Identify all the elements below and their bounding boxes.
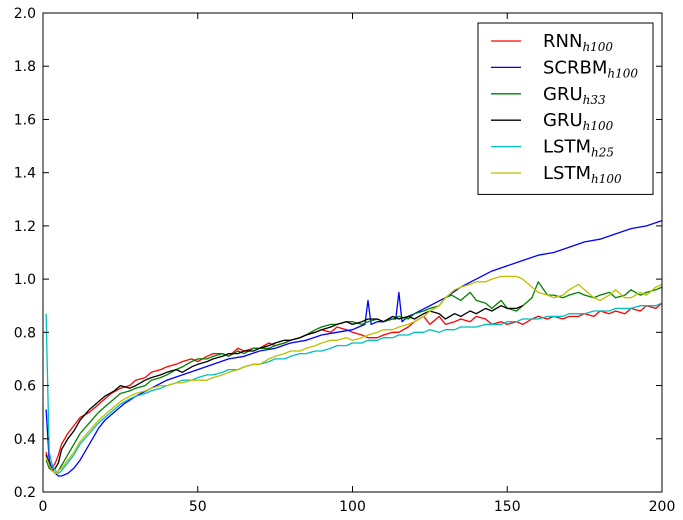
- series-line-lstm-h25: [45, 302, 663, 475]
- y-tick-label: 0.6: [14, 379, 36, 395]
- legend-series-subscript: h100: [591, 172, 622, 186]
- y-tick-label: 0.8: [14, 325, 36, 341]
- series-line-scrbm-h100: [45, 219, 663, 477]
- x-tick-label: 0: [39, 499, 48, 515]
- legend-label: LSTMh25: [543, 137, 614, 160]
- x-tick-label: 100: [339, 499, 366, 515]
- legend-series-name: SCRBM: [543, 57, 607, 78]
- legend-label: RNNh100: [543, 31, 613, 54]
- series-line-gru-h33: [45, 281, 663, 475]
- legend-series-subscript: h100: [607, 66, 638, 80]
- legend-series-subscript: h25: [591, 146, 614, 160]
- y-tick-label: 0.4: [14, 432, 36, 448]
- legend-label: SCRBMh100: [543, 57, 638, 80]
- y-tick-label: 1.0: [14, 272, 36, 288]
- legend-series-subscript: h100: [582, 40, 613, 54]
- series-line-rnn-h100: [45, 302, 663, 469]
- x-tick-label: 150: [494, 499, 521, 515]
- x-tick-label: 200: [649, 499, 676, 515]
- y-tick-label: 1.6: [14, 112, 36, 128]
- legend-series-name: LSTM: [543, 137, 591, 158]
- legend-label: GRUh33: [543, 84, 606, 107]
- legend-label: GRUh100: [543, 110, 614, 133]
- y-tick-label: 2.0: [14, 6, 36, 22]
- legend-label: LSTMh100: [543, 163, 622, 186]
- legend: RNNh100SCRBMh100GRUh33GRUh100LSTMh25LSTM…: [477, 22, 654, 195]
- plot-frame: [42, 12, 663, 493]
- legend-series-subscript: h33: [583, 93, 606, 107]
- legend-series-name: LSTM: [543, 163, 591, 184]
- legend-box: [477, 22, 654, 195]
- legend-series-name: GRU: [543, 84, 583, 105]
- y-tick-label: 1.8: [14, 59, 36, 75]
- axis-ticks: 0 50 100 150 200 0.2 0.4 0.6 0.8 1.0 1.2 1.4 1.6 1.8 2…: [14, 6, 676, 515]
- legend-series-subscript: h100: [583, 119, 614, 133]
- x-tick-label: 50: [189, 499, 207, 515]
- series-line-lstm-h100: [45, 275, 663, 475]
- y-tick-label: 1.4: [14, 166, 36, 182]
- legend-series-name: RNN: [543, 31, 582, 52]
- series-line-gru-h100: [45, 305, 523, 472]
- y-tick-label: 0.2: [14, 485, 36, 501]
- legend-series-name: GRU: [543, 110, 583, 131]
- series-layer: [45, 219, 663, 477]
- y-tick-label: 1.2: [14, 219, 36, 235]
